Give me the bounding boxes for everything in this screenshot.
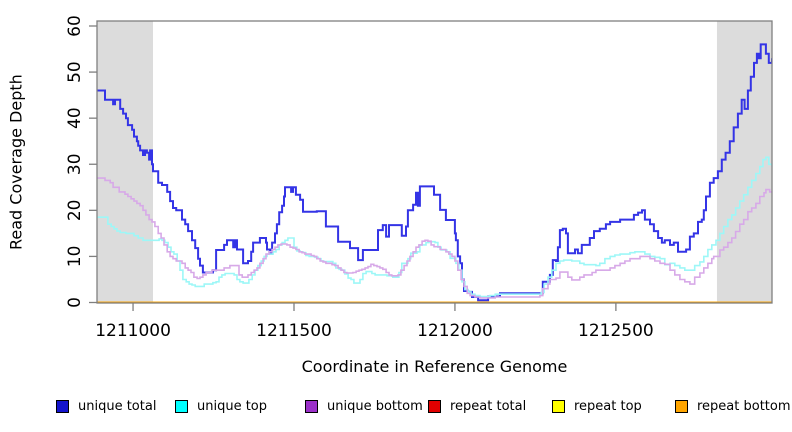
legend-item-repeat-top: repeat top [552,399,642,414]
x-axis-title: Coordinate in Reference Genome [301,357,568,376]
legend-label: repeat total [450,399,527,414]
legend-label: unique bottom [327,399,423,414]
legend-item-repeat-bottom: repeat bottom [675,399,791,414]
legend-label: repeat bottom [697,399,791,414]
legend-swatch-unique-total [56,400,69,413]
masked-region-1 [97,21,154,304]
x-tick-label: 1212000 [417,321,493,341]
x-tick-label: 1211500 [256,321,332,341]
legend: unique total unique top unique bottom repea… [0,396,792,420]
y-tick-label: 40 [65,107,85,129]
y-tick-label: 50 [65,61,85,83]
y-tick-label: 20 [65,200,85,222]
legend-swatch-unique-bottom [305,400,318,413]
legend-item-unique-total: unique total [56,399,156,414]
y-tick-label: 30 [65,153,85,175]
legend-item-unique-bottom: unique bottom [305,399,423,414]
legend-swatch-repeat-total [428,400,441,413]
x-tick-label: 1211000 [95,321,171,341]
legend-label: repeat top [574,399,642,414]
y-tick-label: 0 [65,297,85,308]
legend-item-unique-top: unique top [175,399,267,414]
series-line-unique-top [97,156,772,298]
y-tick-label: 10 [65,246,85,268]
legend-label: unique total [78,399,157,414]
legend-swatch-repeat-top [552,400,565,413]
legend-item-repeat-total: repeat total [428,399,526,414]
x-tick-label: 1212500 [578,321,654,341]
y-axis-title: Read Coverage Depth [6,74,26,250]
series-line-unique-bottom [97,177,772,299]
legend-swatch-repeat-bottom [675,400,688,413]
plot-area: 1211000 1211500 1212000 1212500 0 10 20 30 40 50 6… [65,15,773,341]
series-line-unique-total [97,43,772,302]
plot-frame [96,20,773,304]
legend-swatch-unique-top [175,400,188,413]
y-tick-label: 60 [65,15,85,37]
legend-label: unique top [197,399,268,414]
